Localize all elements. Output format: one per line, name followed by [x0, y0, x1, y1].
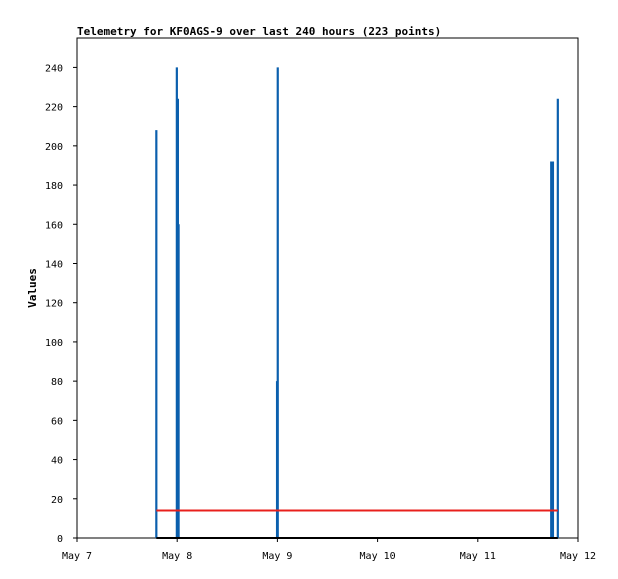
x-tick-label: May 10 [360, 551, 396, 562]
x-tick-label: May 12 [560, 551, 596, 562]
y-tick-label: 200 [45, 142, 63, 153]
x-tick-label: May 11 [460, 551, 496, 562]
y-tick-label: 240 [45, 63, 63, 74]
y-tick-label: 180 [45, 181, 63, 192]
x-axis: May 7 May 8 May 9 May 10 May 11 May 12 [62, 538, 596, 562]
y-tick-label: 100 [45, 338, 63, 349]
y-axis: 0 20 40 60 80 100 120 140 160 180 200 220 240 [45, 63, 77, 545]
chart-title: Telemetry for KF0AGS-9 over last 240 hou… [77, 25, 441, 38]
y-tick-label: 40 [51, 456, 63, 467]
y-tick-label: 20 [51, 495, 63, 506]
y-tick-label: 120 [45, 299, 63, 310]
y-axis-label: Values [26, 268, 39, 308]
plot-frame [76, 37, 579, 539]
x-tick-label: May 7 [62, 551, 92, 562]
y-tick-label: 80 [51, 377, 63, 388]
series-layer [155, 67, 559, 539]
y-tick-label: 60 [51, 416, 63, 427]
y-tick-label: 0 [57, 534, 63, 545]
y-tick-label: 220 [45, 103, 63, 114]
x-tick-label: May 8 [162, 551, 192, 562]
y-tick-label: 160 [45, 220, 63, 231]
y-tick-label: 140 [45, 259, 63, 270]
x-tick-label: May 9 [262, 551, 292, 562]
